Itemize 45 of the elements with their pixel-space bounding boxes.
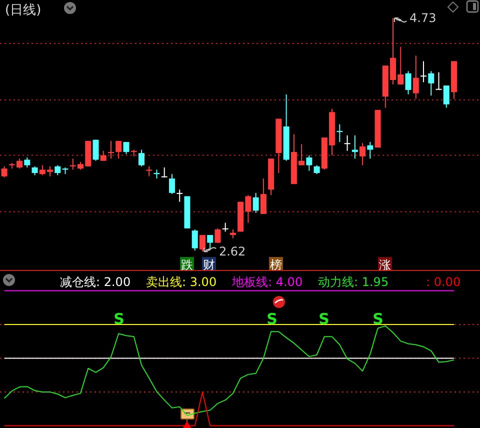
candlestick <box>260 178 266 214</box>
series-label: 地板线: 4.00 <box>231 274 303 289</box>
annotation: S <box>266 310 278 328</box>
text: 减仓线: 2.00 <box>60 274 131 289</box>
candlestick <box>360 142 366 166</box>
annotation: S <box>318 310 330 328</box>
candlestick <box>420 60 427 83</box>
annotation: S <box>372 310 384 328</box>
candlestick <box>138 149 144 167</box>
candlestick <box>306 154 312 172</box>
candlestick <box>412 55 419 100</box>
candlestick <box>428 70 434 96</box>
text: 动力线: 1.95 <box>318 274 389 289</box>
candlestick <box>344 134 350 152</box>
candlestick <box>116 140 122 160</box>
text: 榜 <box>270 258 282 272</box>
text: 财 <box>203 258 215 272</box>
candlestick <box>199 234 206 252</box>
annotation: 4.73 <box>410 11 436 25</box>
candlestick <box>367 141 374 160</box>
candlestick <box>168 174 175 195</box>
candlestick <box>352 134 358 160</box>
text: 涨 <box>379 258 391 272</box>
candlestick <box>436 72 442 90</box>
candlestick <box>146 166 152 177</box>
candlestick <box>100 150 106 162</box>
candlestick <box>1 166 8 178</box>
text: : 0.00 <box>426 274 461 289</box>
candlestick <box>176 189 183 202</box>
candlestick <box>214 228 221 244</box>
candlestick <box>252 192 259 214</box>
candlestick <box>123 141 130 155</box>
candlestick <box>405 70 412 95</box>
candlestick <box>207 234 214 249</box>
text: 卖出线: 3.00 <box>146 274 217 289</box>
candlestick <box>161 166 168 178</box>
annotation: 2.62 <box>218 244 246 259</box>
candlestick <box>54 164 61 176</box>
annotation: S <box>114 310 124 328</box>
text: 跌 <box>181 258 193 272</box>
candlestick <box>443 85 450 108</box>
candlestick <box>192 228 198 251</box>
chart-title: (日线) <box>5 3 42 18</box>
candlestick <box>92 139 99 162</box>
candlestick <box>24 156 30 168</box>
